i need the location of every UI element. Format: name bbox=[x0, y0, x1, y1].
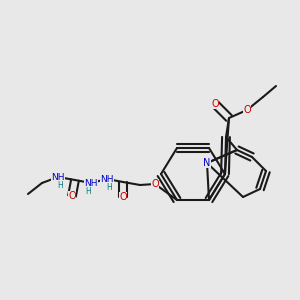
Text: NH: NH bbox=[84, 178, 98, 188]
Text: O: O bbox=[151, 179, 159, 189]
Text: O: O bbox=[119, 192, 127, 202]
Text: NH: NH bbox=[51, 172, 65, 182]
Text: O: O bbox=[211, 99, 219, 109]
Text: NH: NH bbox=[100, 175, 114, 184]
Text: O: O bbox=[68, 191, 76, 201]
Text: N: N bbox=[203, 158, 211, 168]
Text: H: H bbox=[86, 188, 92, 196]
Text: O: O bbox=[243, 105, 251, 115]
Text: H: H bbox=[58, 182, 63, 190]
Text: H: H bbox=[106, 184, 112, 193]
